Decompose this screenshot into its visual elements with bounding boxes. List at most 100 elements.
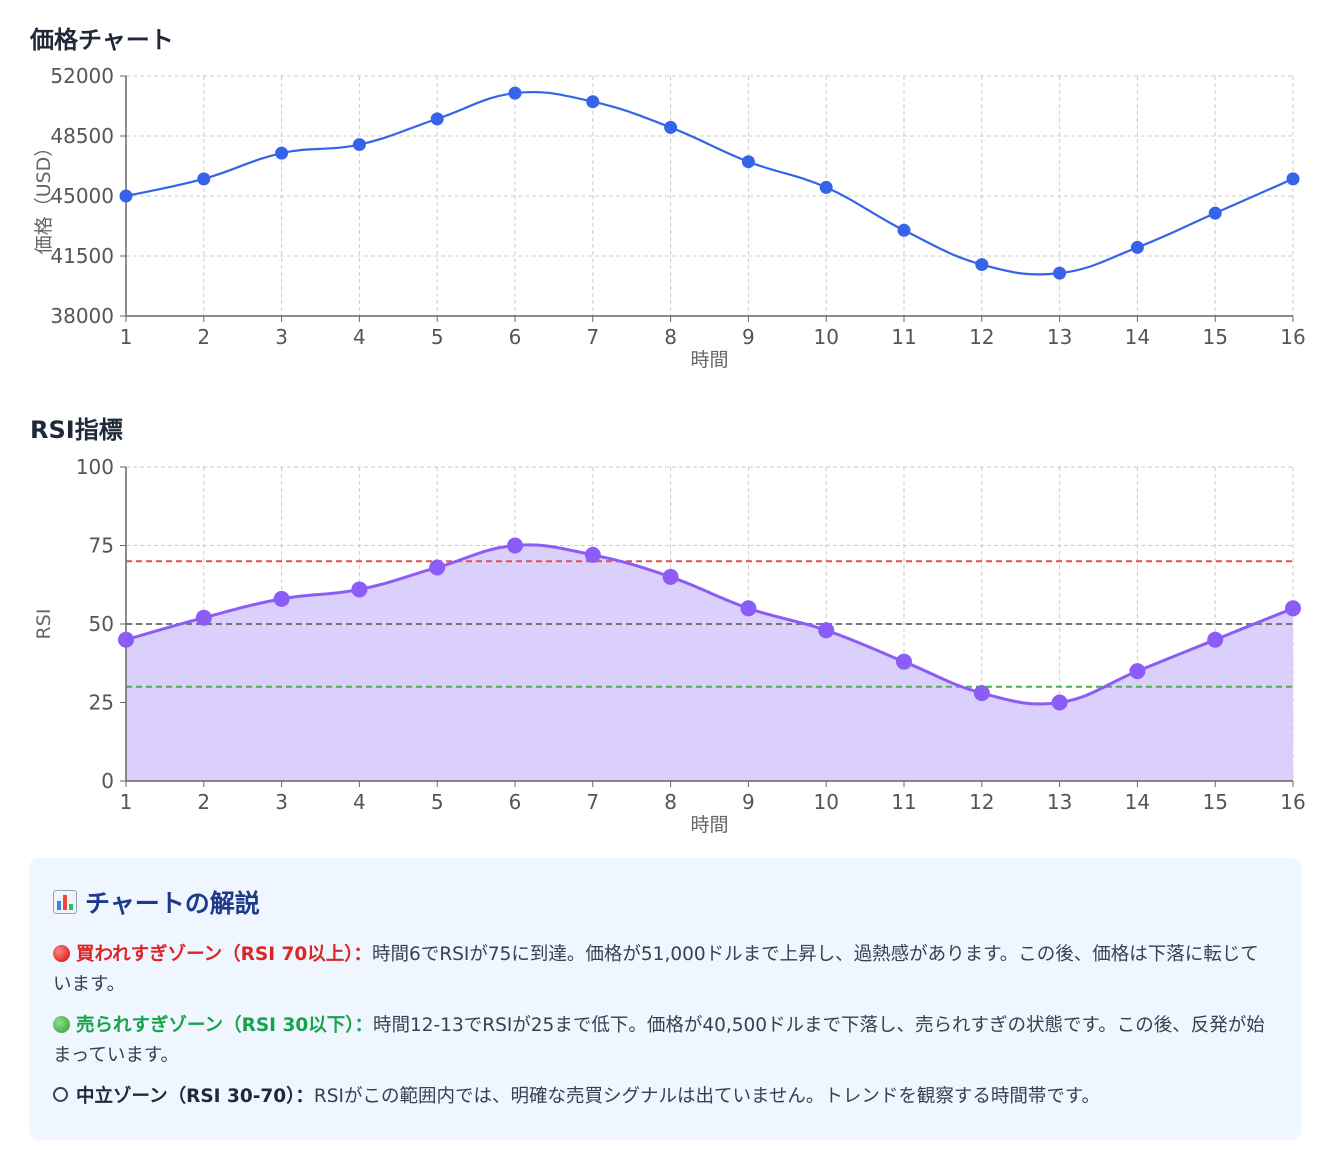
explanation-heading: チャートの解説 [53, 884, 1277, 920]
x-tick-label: 5 [431, 325, 444, 349]
x-tick-label: 6 [509, 790, 522, 814]
x-tick-label: 15 [1202, 325, 1227, 349]
x-tick-label: 12 [969, 325, 994, 349]
y-tick-label: 48500 [50, 124, 114, 148]
x-tick-label: 11 [891, 325, 916, 349]
overbought-label: 買われすぎゾーン（RSI 70以上）： [76, 944, 373, 965]
data-point [429, 559, 446, 576]
x-tick-label: 3 [275, 790, 288, 814]
neutral-label: 中立ゾーン（RSI 30-70）： [76, 1086, 314, 1107]
data-point [119, 189, 133, 203]
data-point [1207, 631, 1224, 648]
y-axis-label: RSI [33, 609, 55, 640]
x-tick-label: 16 [1280, 325, 1305, 349]
data-point [508, 86, 522, 100]
x-tick-label: 7 [586, 325, 599, 349]
data-point [897, 223, 911, 237]
data-point [975, 258, 989, 272]
x-tick-label: 9 [742, 790, 755, 814]
y-tick-label: 41500 [50, 244, 114, 268]
y-tick-label: 0 [101, 769, 114, 793]
data-point [584, 546, 601, 563]
price-chart-title: 価格チャート [30, 26, 174, 54]
chart-explanation-panel: チャートの解説 買われすぎゾーン（RSI 70以上）：時間6でRSIが75に到達… [29, 858, 1301, 1140]
x-tick-label: 7 [586, 790, 599, 814]
x-tick-label: 4 [353, 325, 366, 349]
data-point [275, 146, 289, 160]
x-tick-label: 11 [891, 790, 916, 814]
x-tick-label: 1 [120, 790, 133, 814]
x-tick-label: 14 [1125, 325, 1150, 349]
x-tick-label: 15 [1202, 790, 1227, 814]
data-point [507, 537, 523, 554]
x-axis-label: 時間 [690, 349, 728, 371]
neutral-text: RSIがこの範囲内では、明確な売買シグナルは出ていません。トレンドを観察する時間… [313, 1086, 1101, 1107]
x-axis-label: 時間 [690, 814, 728, 836]
x-tick-label: 2 [197, 325, 210, 349]
data-point [741, 155, 755, 169]
x-tick-label: 1 [120, 325, 133, 349]
x-tick-label: 14 [1125, 790, 1150, 814]
rsi-chart-title: RSI指標 [30, 416, 123, 444]
data-point [351, 581, 368, 598]
green-circle-icon [53, 1016, 70, 1033]
x-tick-label: 8 [664, 790, 677, 814]
x-tick-label: 9 [742, 325, 755, 349]
data-point [586, 95, 600, 109]
neutral-explanation: 中立ゾーン（RSI 30-70）：RSIがこの範囲内では、明確な売買シグナルは出… [53, 1082, 1277, 1112]
overbought-explanation: 買われすぎゾーン（RSI 70以上）：時間6でRSIが75に到達。価格が51,0… [53, 940, 1277, 1000]
x-tick-label: 10 [813, 325, 838, 349]
x-tick-label: 12 [969, 790, 994, 814]
overbought-text: 時間6でRSIが75に到達。価格が51,000ドルまで上昇し、過熱感があります。… [53, 944, 1259, 995]
data-point [197, 172, 211, 186]
x-tick-label: 4 [353, 790, 366, 814]
data-point [662, 568, 679, 585]
x-tick-label: 13 [1047, 790, 1072, 814]
x-tick-label: 10 [813, 790, 838, 814]
data-point [195, 609, 212, 626]
y-tick-label: 100 [76, 455, 114, 479]
oversold-explanation: 売られすぎゾーン（RSI 30以下）：時間12-13でRSIが25まで低下。価格… [53, 1011, 1277, 1071]
y-tick-label: 50 [89, 612, 114, 636]
data-point [1051, 694, 1068, 711]
data-point [973, 685, 990, 702]
oversold-text: 時間12-13でRSIが25まで低下。価格が40,500ドルまで下落し、売られす… [53, 1015, 1265, 1066]
x-tick-label: 3 [275, 325, 288, 349]
oversold-label: 売られすぎゾーン（RSI 30以下）： [76, 1015, 373, 1036]
y-tick-label: 52000 [50, 64, 114, 88]
data-point [819, 180, 833, 194]
data-point [1285, 600, 1301, 617]
explanation-title: チャートの解説 [85, 889, 260, 918]
data-point [740, 600, 757, 617]
data-point [896, 653, 912, 670]
series-line [125, 90, 1294, 276]
y-tick-label: 38000 [50, 304, 114, 328]
y-axis-label: 価格（USD） [33, 138, 55, 255]
y-tick-label: 45000 [50, 184, 114, 208]
data-point [664, 120, 678, 134]
data-point [273, 590, 290, 607]
y-tick-label: 75 [89, 534, 114, 558]
data-point [1286, 172, 1300, 186]
x-tick-label: 13 [1047, 325, 1072, 349]
red-circle-icon [53, 945, 70, 962]
x-tick-label: 5 [431, 790, 444, 814]
x-tick-label: 2 [197, 790, 210, 814]
bar-chart-icon [53, 890, 77, 914]
rsi-area-fill [126, 544, 1293, 781]
circle-outline-icon [53, 1087, 68, 1102]
data-point [1130, 240, 1144, 254]
x-tick-label: 6 [509, 325, 522, 349]
data-point [1053, 266, 1067, 280]
data-point [1208, 206, 1222, 220]
x-tick-label: 16 [1280, 790, 1305, 814]
data-point [430, 112, 444, 126]
data-point [352, 138, 366, 152]
data-point [818, 622, 835, 639]
data-point [118, 631, 134, 648]
series-line [125, 543, 1294, 706]
data-point [1129, 663, 1146, 680]
x-tick-label: 8 [664, 325, 677, 349]
